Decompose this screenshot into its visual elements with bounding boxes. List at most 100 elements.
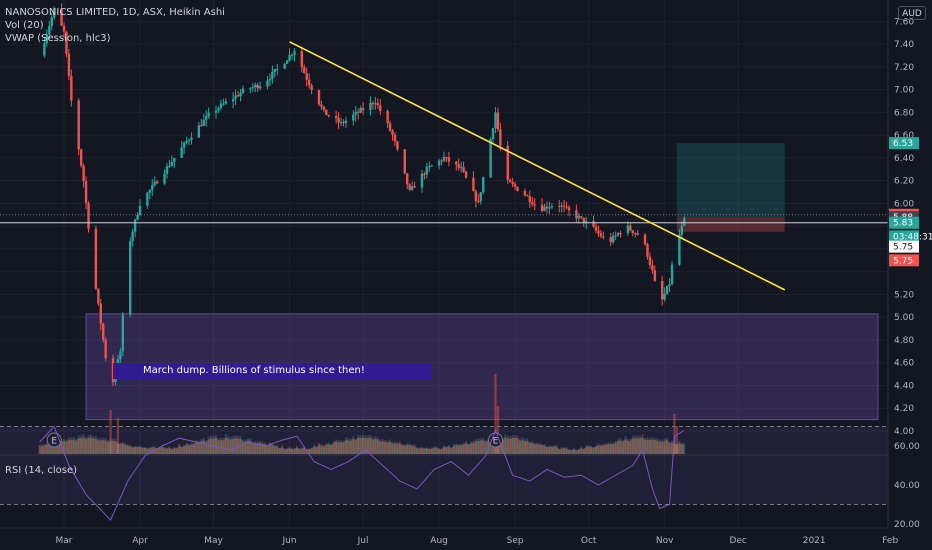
candle-body xyxy=(128,241,132,315)
volume-bar xyxy=(40,444,43,454)
volume-bar xyxy=(367,435,369,454)
price-axis[interactable]: 4.00 4.20 4.40 4.60 4.80 5.00 5.20 6.00 6.20 6.40… xyxy=(887,0,914,528)
volume-bar xyxy=(401,443,404,454)
candle-body xyxy=(254,84,257,88)
volume-bar xyxy=(104,438,107,454)
candle-body xyxy=(528,196,532,203)
volume-bar xyxy=(163,447,166,454)
candle-body xyxy=(148,189,152,193)
candle-body xyxy=(464,171,468,178)
indicator-vwap-label[interactable]: VWAP (Session, hlc3) xyxy=(5,33,111,44)
indicator-volume-label[interactable]: Vol (20) xyxy=(5,20,44,31)
candle-body xyxy=(393,134,397,142)
volume-bar xyxy=(70,437,73,454)
candle-body xyxy=(271,71,274,80)
volume-bar xyxy=(661,439,664,454)
volume-bar xyxy=(342,440,345,454)
volume-bar xyxy=(136,446,139,454)
volume-bar xyxy=(197,440,200,454)
candle-body xyxy=(616,233,620,236)
volume-bar xyxy=(447,444,450,454)
candle-body xyxy=(70,75,73,101)
candle-body xyxy=(241,88,245,93)
candle-body xyxy=(668,284,671,286)
volume-bar xyxy=(261,441,264,454)
chart-title[interactable]: NANOSONICS LIMITED, 1D, ASX, Heikin Ashi xyxy=(5,7,225,18)
indicator-rsi-label[interactable]: RSI (14, close) xyxy=(5,465,78,476)
long-position-tool[interactable] xyxy=(676,143,785,232)
earnings-event-label: E xyxy=(493,437,499,447)
volume-bar xyxy=(653,437,656,454)
volume-bar xyxy=(165,447,168,454)
volume-bar xyxy=(423,447,426,454)
candle-body xyxy=(626,225,630,234)
volume-bar xyxy=(393,441,396,454)
volume-bar xyxy=(629,438,632,454)
candle-body xyxy=(651,264,654,271)
currency-badge[interactable]: AUD xyxy=(898,6,926,20)
volume-bar xyxy=(648,437,651,454)
volume-bar xyxy=(514,435,517,454)
annotation-note[interactable]: March dump. Billions of stimulus since t… xyxy=(113,363,431,379)
candle-body xyxy=(342,122,345,124)
volume-bar xyxy=(668,441,671,454)
time-tick-label: Nov xyxy=(656,536,674,546)
volume-bar xyxy=(631,435,634,454)
volume-bar xyxy=(313,444,316,454)
candle-body xyxy=(479,192,482,202)
price-tick-label: 4.60 xyxy=(894,359,914,369)
volume-bar xyxy=(617,438,620,454)
candle-body xyxy=(180,147,183,158)
earnings-event-label: E xyxy=(51,437,57,447)
volume-bar xyxy=(572,448,575,454)
candle-body xyxy=(352,114,355,121)
candle-body xyxy=(680,225,684,235)
volume-bar xyxy=(87,435,90,454)
volume-bar xyxy=(205,440,208,454)
candle-body xyxy=(413,186,416,188)
candle-body xyxy=(236,95,240,97)
candle-body xyxy=(234,95,237,99)
volume-bar xyxy=(590,445,593,454)
volume-bar xyxy=(347,437,350,454)
volume-bar xyxy=(310,447,313,454)
candle-body xyxy=(516,186,519,191)
candle-body xyxy=(77,100,80,150)
volume-bar xyxy=(396,441,399,454)
candle-body xyxy=(87,203,90,229)
volume-bar xyxy=(585,445,588,454)
candle-body xyxy=(354,111,357,115)
volume-bar xyxy=(180,446,183,454)
candle-body xyxy=(256,84,259,89)
candle-body xyxy=(597,230,600,234)
time-axis[interactable]: Mar Apr May Jun Jul Aug Sep Oct Nov Dec 2021 Feb xyxy=(0,527,898,546)
candle-body xyxy=(121,314,125,352)
candle-body xyxy=(202,119,205,126)
volume-bar xyxy=(658,439,661,454)
candle-body xyxy=(283,63,286,69)
candle-body xyxy=(325,109,328,116)
volume-bar xyxy=(217,438,220,454)
volume-bar xyxy=(298,448,301,454)
volume-bar xyxy=(634,435,637,454)
candle-body xyxy=(513,184,517,187)
volume-bar xyxy=(188,443,191,454)
volume-bar xyxy=(202,437,205,454)
candle-body xyxy=(300,51,304,68)
volume-bar xyxy=(462,442,465,454)
volume-bar xyxy=(286,448,289,454)
volume-bar xyxy=(183,445,186,454)
volume-bar xyxy=(97,437,100,454)
price-tick-label: 4.40 xyxy=(894,381,914,391)
volume-ma-area xyxy=(39,437,685,454)
volume-bar xyxy=(389,439,392,454)
volume-bar xyxy=(416,447,419,454)
trendline[interactable] xyxy=(289,41,786,291)
candle-body xyxy=(249,88,252,90)
volume-bar xyxy=(531,440,534,454)
volume-bar xyxy=(624,435,627,454)
price-tag-label: 5.83 xyxy=(893,219,913,229)
volume-bar xyxy=(234,435,237,454)
